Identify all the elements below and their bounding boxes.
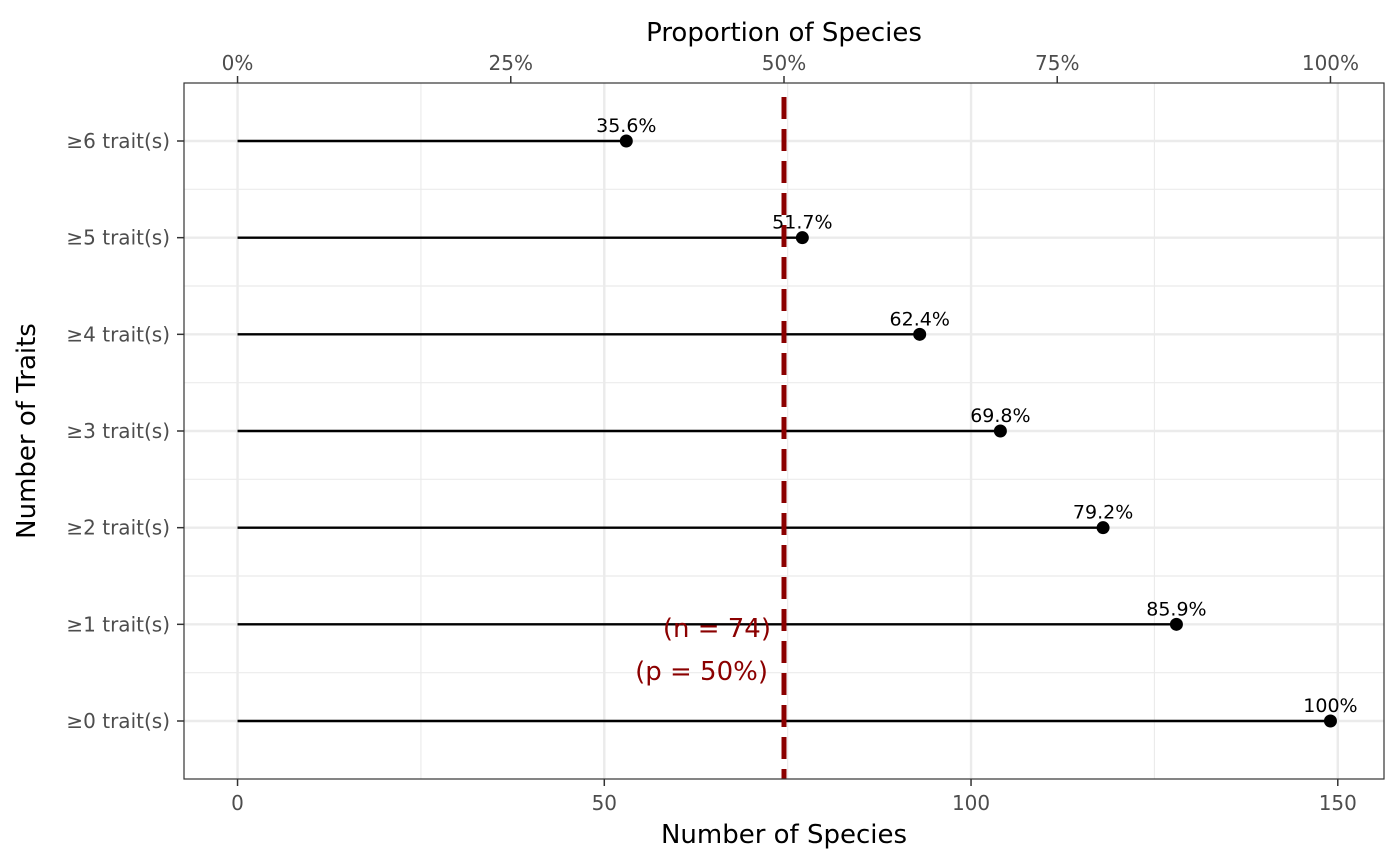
x2-axis-title: Proportion of Species bbox=[646, 18, 922, 48]
x2-tick-label: 0% bbox=[222, 51, 254, 75]
data-label: 35.6% bbox=[596, 115, 656, 137]
x2-tick-label: 100% bbox=[1302, 51, 1359, 75]
data-label: 69.8% bbox=[970, 405, 1030, 427]
lollipop-stems bbox=[237, 139, 1331, 723]
data-label: 100% bbox=[1303, 695, 1357, 717]
data-labels: 100% 85.9% 79.2% 69.8% 62.4% 51.7% 35.6% bbox=[596, 115, 1358, 717]
x-axis-title: Number of Species bbox=[661, 820, 907, 850]
x-tick-label: 100 bbox=[952, 791, 990, 815]
lollipop-point bbox=[1096, 521, 1110, 535]
x-axis-top: 0% 25% 50% 75% 100% bbox=[222, 51, 1359, 83]
x-axis-bottom: 0 50 100 150 bbox=[231, 779, 1357, 815]
reference-n-label: (n = 74) bbox=[663, 614, 771, 644]
data-label: 85.9% bbox=[1146, 598, 1206, 620]
y-tick-label: ≥4 trait(s) bbox=[66, 322, 170, 346]
lollipop-point bbox=[619, 134, 633, 148]
y-axis: ≥0 trait(s) ≥1 trait(s) ≥2 trait(s) ≥3 trai… bbox=[66, 129, 184, 733]
lollipop-point bbox=[1323, 714, 1337, 728]
y-tick-label: ≥2 trait(s) bbox=[66, 516, 170, 540]
y-tick-label: ≥0 trait(s) bbox=[66, 709, 170, 733]
data-label: 62.4% bbox=[890, 308, 950, 330]
lollipop-point bbox=[795, 231, 809, 245]
x-tick-label: 50 bbox=[592, 791, 617, 815]
y-tick-label: ≥5 trait(s) bbox=[66, 226, 170, 250]
lollipop-points bbox=[619, 134, 1337, 728]
y-tick-label: ≥6 trait(s) bbox=[66, 129, 170, 153]
lollipop-point bbox=[913, 327, 927, 341]
x2-tick-label: 25% bbox=[489, 51, 533, 75]
data-label: 79.2% bbox=[1073, 502, 1133, 524]
x-tick-label: 0 bbox=[231, 791, 244, 815]
y-tick-label: ≥1 trait(s) bbox=[66, 612, 170, 636]
reference-p-label: (p = 50%) bbox=[635, 657, 768, 687]
y-axis-title: Number of Traits bbox=[12, 323, 42, 539]
x-tick-label: 150 bbox=[1319, 791, 1357, 815]
lollipop-point bbox=[1169, 617, 1183, 631]
lollipop-point bbox=[993, 424, 1007, 438]
x2-tick-label: 75% bbox=[1035, 51, 1079, 75]
y-tick-label: ≥3 trait(s) bbox=[66, 419, 170, 443]
minor-gridlines bbox=[184, 83, 1384, 779]
x2-tick-label: 50% bbox=[762, 51, 806, 75]
data-label: 51.7% bbox=[772, 212, 832, 234]
